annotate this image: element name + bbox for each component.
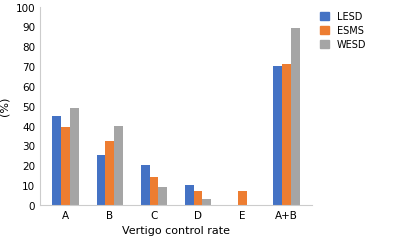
Bar [291,29,300,205]
Bar [141,166,150,205]
Bar [185,185,194,205]
Bar [61,128,70,205]
Bar [70,108,79,205]
Y-axis label: (%): (%) [0,96,10,116]
Bar [96,156,105,205]
Bar [238,191,247,205]
Bar [194,191,202,205]
Bar [114,126,123,205]
Bar [273,67,282,205]
Bar [105,142,114,205]
Bar [282,65,291,205]
Legend: LESD, ESMS, WESD: LESD, ESMS, WESD [320,12,366,50]
Bar [202,199,211,205]
Bar [158,187,167,205]
Bar [150,177,158,205]
Bar [52,116,61,205]
X-axis label: Vertigo control rate: Vertigo control rate [122,225,230,235]
